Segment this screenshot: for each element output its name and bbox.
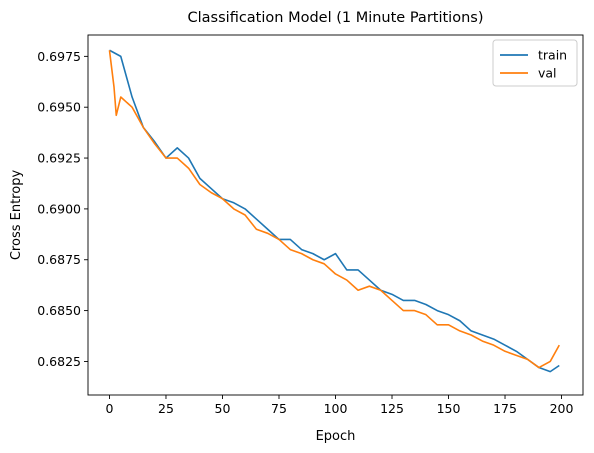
y-tick-label: 0.6875 <box>37 252 81 267</box>
x-tick-label: 50 <box>215 401 231 416</box>
x-axis-ticks: 0 25 50 75 100 125 150 175 200 <box>105 395 574 416</box>
x-tick-label: 175 <box>493 401 517 416</box>
x-tick-label: 0 <box>105 401 113 416</box>
y-axis-label: Cross Entropy <box>9 170 24 261</box>
legend-label-val: val <box>538 66 557 81</box>
x-tick-label: 75 <box>271 401 287 416</box>
y-tick-label: 0.6850 <box>37 303 81 318</box>
legend: train val <box>492 39 578 87</box>
legend-label-train: train <box>538 48 567 63</box>
x-tick-label: 125 <box>380 401 404 416</box>
y-tick-label: 0.6925 <box>37 151 81 166</box>
y-axis-ticks: 0.6825 0.6850 0.6875 0.6900 0.6925 0.6950 0.69… <box>37 49 88 369</box>
y-tick-label: 0.6950 <box>37 100 81 115</box>
series-lines <box>108 49 560 373</box>
x-tick-label: 150 <box>437 401 461 416</box>
y-tick-label: 0.6825 <box>37 354 81 369</box>
x-axis-label: Epoch <box>316 429 356 444</box>
series-line-val <box>108 50 560 369</box>
chart-title: Classification Model (1 Minute Partition… <box>188 10 484 26</box>
x-tick-label: 100 <box>324 401 348 416</box>
plot-background <box>88 35 583 395</box>
x-tick-label: 200 <box>550 401 574 416</box>
plot-frame <box>87 34 584 396</box>
series-line-train <box>109 49 560 373</box>
legend-box <box>492 39 578 87</box>
y-tick-label: 0.6975 <box>37 49 81 64</box>
x-tick-label: 25 <box>158 401 174 416</box>
y-tick-label: 0.6900 <box>37 201 81 216</box>
